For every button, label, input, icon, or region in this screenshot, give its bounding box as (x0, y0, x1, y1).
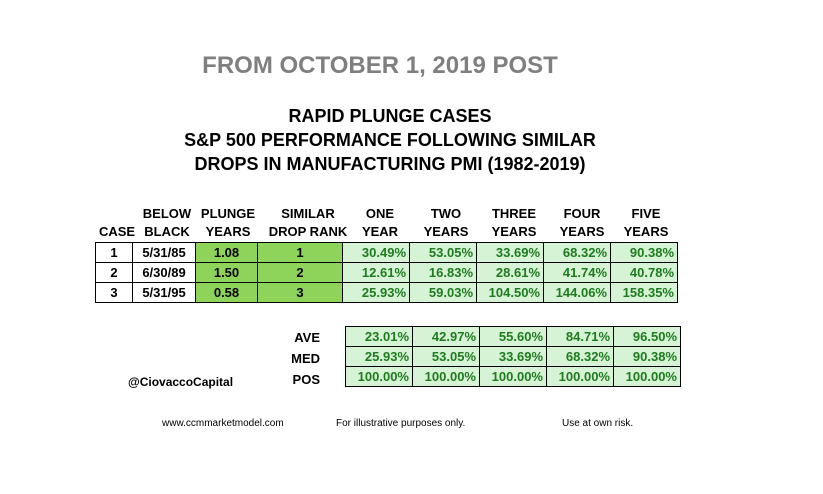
col-header-plunge-years: YEARS (205, 224, 251, 239)
col-header-four-years: YEARS (559, 224, 605, 239)
col-header-drop-rank: DROP RANK (268, 224, 348, 239)
date-cell: 5/31/85 (132, 242, 196, 263)
med-five-year: 90.38% (613, 346, 681, 367)
table-row: 2 6/30/89 1.50 2 12.61% 16.83% 28.61% 41… (95, 262, 678, 283)
col-header-two-years: YEARS (423, 224, 469, 239)
col-header-case: CASE (98, 224, 136, 239)
col-header-below: BELOW (142, 206, 192, 221)
post-title: FROM OCTOBER 1, 2019 POST (202, 52, 558, 79)
table-row: 100.00% 100.00% 100.00% 100.00% 100.00% (345, 366, 681, 387)
table-row: 1 5/31/85 1.08 1 30.49% 53.05% 33.69% 68… (95, 242, 678, 263)
col-header-five-years: YEARS (623, 224, 669, 239)
case-cell: 3 (95, 282, 133, 303)
five-year-cell: 40.78% (610, 262, 678, 283)
plunge-cell: 0.58 (195, 282, 258, 303)
col-header-plunge: PLUNGE (200, 206, 256, 221)
col-header-three: THREE (491, 206, 537, 221)
three-year-cell: 104.50% (476, 282, 544, 303)
pos-four-year: 100.00% (546, 366, 614, 387)
rank-cell: 1 (257, 242, 343, 263)
col-header-two: TWO (430, 206, 462, 221)
footer-website: www.ccmmarketmodel.com (162, 418, 284, 429)
footer-risk: Use at own risk. (562, 418, 634, 429)
pos-two-year: 100.00% (412, 366, 480, 387)
med-two-year: 53.05% (412, 346, 480, 367)
case-cell: 2 (95, 262, 133, 283)
col-header-one-year: YEAR (361, 224, 399, 239)
pos-three-year: 100.00% (479, 366, 547, 387)
twitter-handle: @CiovaccoCapital (128, 375, 234, 389)
four-year-cell: 144.06% (543, 282, 611, 303)
one-year-cell: 30.49% (342, 242, 410, 263)
rank-cell: 2 (257, 262, 343, 283)
three-year-cell: 33.69% (476, 242, 544, 263)
col-header-four: FOUR (563, 206, 601, 221)
col-header-black: BLACK (144, 224, 190, 239)
med-three-year: 33.69% (479, 346, 547, 367)
ave-two-year: 42.97% (412, 326, 480, 347)
two-year-cell: 59.03% (409, 282, 477, 303)
footer-disclaimer: For illustrative purposes only. (336, 418, 466, 429)
case-cell: 1 (95, 242, 133, 263)
three-year-cell: 28.61% (476, 262, 544, 283)
ave-four-year: 84.71% (546, 326, 614, 347)
med-one-year: 25.93% (345, 346, 413, 367)
stat-label-med: MED (291, 351, 320, 366)
col-header-similar: SIMILAR (281, 206, 335, 221)
col-header-three-years: YEARS (491, 224, 537, 239)
table-row: 3 5/31/95 0.58 3 25.93% 59.03% 104.50% 1… (95, 282, 678, 303)
date-cell: 5/31/95 (132, 282, 196, 303)
two-year-cell: 53.05% (409, 242, 477, 263)
ave-five-year: 96.50% (613, 326, 681, 347)
stats-table: 23.01% 42.97% 55.60% 84.71% 96.50% 25.93… (345, 326, 681, 387)
one-year-cell: 12.61% (342, 262, 410, 283)
plunge-cell: 1.08 (195, 242, 258, 263)
pos-five-year: 100.00% (613, 366, 681, 387)
date-cell: 6/30/89 (132, 262, 196, 283)
med-four-year: 68.32% (546, 346, 614, 367)
subtitle-line-1: RAPID PLUNGE CASES (288, 106, 492, 126)
ave-three-year: 55.60% (479, 326, 547, 347)
five-year-cell: 158.35% (610, 282, 678, 303)
pos-one-year: 100.00% (345, 366, 413, 387)
cases-table: 1 5/31/85 1.08 1 30.49% 53.05% 33.69% 68… (95, 242, 678, 303)
ave-one-year: 23.01% (345, 326, 413, 347)
stat-label-pos: POS (292, 372, 320, 387)
table-row: 23.01% 42.97% 55.60% 84.71% 96.50% (345, 326, 681, 347)
subtitle-line-2: S&P 500 PERFORMANCE FOLLOWING SIMILAR (184, 130, 596, 150)
five-year-cell: 90.38% (610, 242, 678, 263)
stat-label-ave: AVE (294, 330, 320, 345)
four-year-cell: 41.74% (543, 262, 611, 283)
four-year-cell: 68.32% (543, 242, 611, 263)
one-year-cell: 25.93% (342, 282, 410, 303)
table-row: 25.93% 53.05% 33.69% 68.32% 90.38% (345, 346, 681, 367)
rank-cell: 3 (257, 282, 343, 303)
plunge-cell: 1.50 (195, 262, 258, 283)
two-year-cell: 16.83% (409, 262, 477, 283)
subtitle-line-3: DROPS IN MANUFACTURING PMI (1982-2019) (194, 154, 586, 174)
col-header-one: ONE (365, 206, 395, 221)
col-header-five: FIVE (631, 206, 661, 221)
